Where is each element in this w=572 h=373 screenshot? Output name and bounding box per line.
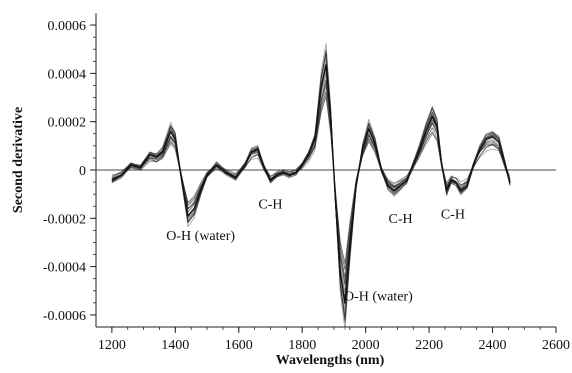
band-annotation: O-H (water) [166, 229, 235, 244]
spectra-curves [111, 43, 511, 331]
x-tick-label: 2200 [415, 338, 443, 353]
y-tick-label: -0.0002 [43, 212, 86, 227]
y-tick-label: 0.0002 [48, 116, 87, 131]
band-annotation: C-H [441, 207, 465, 222]
band-annotation: C-H [258, 198, 282, 213]
x-tick-label: 1400 [161, 338, 189, 353]
y-tick-label: -0.0006 [43, 309, 86, 324]
x-tick-label: 2600 [542, 338, 570, 353]
band-annotation: C-H [388, 212, 412, 227]
y-axis-title: Second derivative [11, 107, 26, 213]
x-tick-label: 1600 [225, 338, 253, 353]
x-tick-label: 2000 [352, 338, 380, 353]
axes: 0.0006 0.0004 0.0002 0 -0.0002 -0.0004 -0.0006… [43, 13, 570, 353]
annotations: O-H (water) C-H O-H (water) C-H C-H [166, 198, 465, 305]
x-axis-title: Wavelengths (nm) [276, 353, 385, 368]
x-tick-label: 1200 [98, 338, 126, 353]
x-tick-label: 1800 [288, 338, 316, 353]
band-annotation: O-H (water) [344, 289, 413, 304]
y-tick-label: 0.0004 [48, 67, 87, 82]
y-tick-label: 0.0006 [48, 19, 87, 34]
x-tick-label: 2400 [479, 338, 507, 353]
y-tick-label: 0 [79, 164, 86, 179]
spectrum-line-mean [111, 64, 511, 304]
y-tick-label: -0.0004 [43, 261, 86, 276]
spectrum-line [111, 51, 511, 320]
